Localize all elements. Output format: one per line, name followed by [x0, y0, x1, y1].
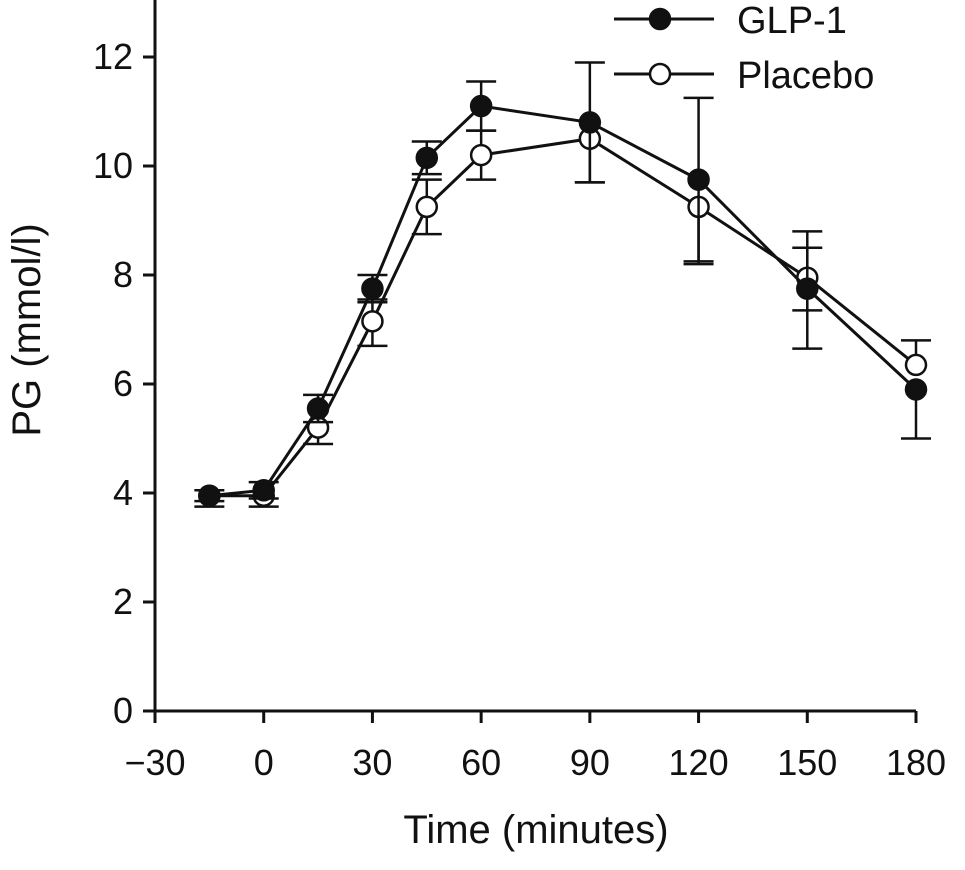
x-tick-label: 120 — [669, 742, 729, 783]
y-tick-label: 2 — [113, 581, 133, 622]
x-tick-label: 0 — [254, 742, 274, 783]
y-tick-label: 4 — [113, 472, 133, 513]
data-point-glp-1 — [415, 146, 439, 170]
data-point-placebo — [415, 195, 439, 219]
series-placebo — [194, 127, 931, 508]
data-point-glp-1 — [796, 277, 819, 300]
data-point-glp-1 — [306, 397, 330, 420]
series-line-placebo — [209, 137, 917, 498]
data-point-glp-1 — [361, 277, 384, 300]
data-point-placebo — [361, 310, 384, 333]
x-tick-label: 60 — [461, 742, 501, 783]
data-point-glp-1 — [904, 378, 928, 401]
y-axis-title: PG (mmol/l) — [5, 223, 49, 436]
data-point-glp-1 — [198, 484, 221, 507]
data-point-glp-1 — [687, 168, 710, 191]
x-tick-label: 90 — [570, 742, 610, 783]
x-axis-title: Time (minutes) — [403, 808, 668, 852]
x-tick-label: −30 — [124, 742, 185, 783]
data-point-glp-1 — [252, 479, 275, 502]
series-glp-1 — [194, 61, 931, 507]
y-tick-label: 6 — [113, 363, 133, 404]
legend-glp1-marker — [648, 7, 672, 31]
y-tick-label: 10 — [93, 145, 133, 186]
x-tick-label: 150 — [777, 742, 837, 783]
plot-area — [194, 61, 931, 508]
legend-placebo-label: Placebo — [737, 55, 874, 97]
data-point-placebo — [469, 143, 493, 167]
y-tick-label: 8 — [113, 254, 133, 295]
y-tick-label: 0 — [113, 690, 133, 731]
x-tick-label: 30 — [352, 742, 392, 783]
data-point-glp-1 — [469, 94, 493, 118]
axes: 0 2 4 6 8 10 12 −30 0 30 60 90 120 150 180 — [93, 0, 946, 783]
legend-placebo-marker — [648, 62, 672, 86]
x-tick-label: 180 — [886, 742, 946, 783]
legend-glp1-label: GLP-1 — [737, 0, 847, 42]
y-tick-label: 12 — [93, 36, 133, 77]
data-point-glp-1 — [578, 111, 602, 134]
data-point-placebo — [904, 353, 928, 377]
series-line-glp-1 — [209, 104, 918, 498]
legend: GLP-1 Placebo — [614, 0, 874, 97]
